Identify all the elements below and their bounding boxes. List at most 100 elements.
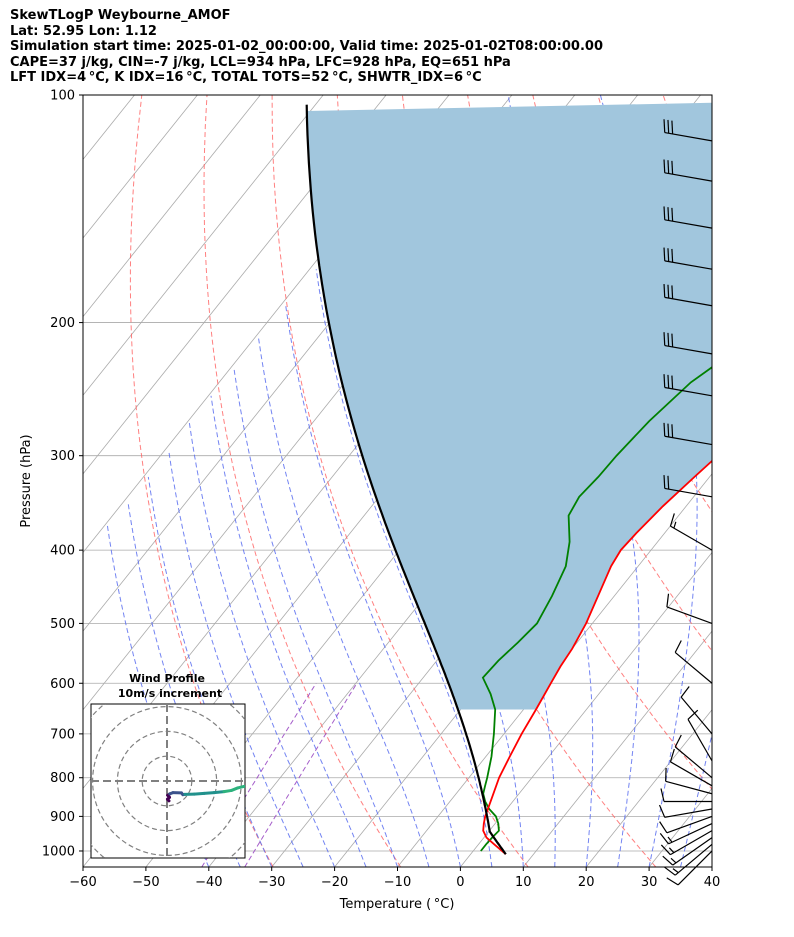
hodograph-title: Wind Profile [129,672,205,685]
isotherm-line [0,95,72,867]
barb-flag [674,640,682,653]
moist-adiabat [258,338,430,867]
isotherm-line [83,95,198,239]
moist-adiabat [315,269,493,867]
wind-barb [663,422,713,446]
wind-barb [665,767,713,795]
barb-flag [660,788,665,802]
moist-adiabat [168,450,304,867]
barb-staff [674,746,713,779]
moist-adiabat [233,368,398,867]
wind-barb [663,159,713,182]
x-tick-label: 20 [578,875,595,890]
x-tick-label: 40 [704,875,721,890]
barb-half-flag [668,847,675,854]
barb-staff [665,780,713,795]
barb-flag [663,475,666,489]
barb-half-flag [673,521,677,529]
wind-barb [664,843,713,876]
hodograph-segment [212,790,226,795]
barb-staff [670,830,713,856]
wind-barb [663,284,713,307]
location-line: Lat: 52.95 Lon: 1.12 [10,23,157,39]
dry-adiabat [129,95,274,867]
y-tick-label: 600 [50,677,75,692]
barb-flag [667,248,670,262]
barb-flag [659,821,668,834]
barb-staff [664,172,713,182]
barb-flag [663,119,666,133]
barb-staff [680,696,713,735]
y-tick-label: 200 [50,316,75,331]
wind-barb [680,686,713,735]
wind-barb [663,332,713,355]
barb-flag [671,375,674,389]
barb-flag [671,207,674,222]
x-tick-label: −40 [195,875,222,890]
barb-staff [674,843,713,876]
hodograph [90,703,246,859]
barb-staff [674,651,713,684]
barb-flag [666,593,670,608]
cape-shading [306,102,712,710]
barb-half-flag [667,836,673,843]
barb-staff [664,344,713,355]
dry-adiabat [728,95,794,867]
wind-barb [660,788,712,803]
wind-barb [663,119,713,142]
axes: −60 −50 −40 −30 −20 −10 0 10 20 30 40 100 200 300 400 5… [42,89,720,891]
barb-half-flag [672,868,679,874]
barb-staff [664,487,713,498]
isotherm-line [585,709,712,867]
x-tick-label: 30 [641,875,658,890]
wind-barb [687,709,713,762]
barb-flag [667,284,670,299]
y-tick-label: 400 [50,544,75,559]
wind-barb [662,837,713,866]
barb-flag [671,248,674,263]
barb-flag [667,160,670,174]
barb-flag [671,120,674,134]
barb-flag [669,513,675,527]
barb-flag [667,207,670,221]
isotherm-line [83,95,387,475]
barb-staff [664,260,713,270]
barb-flag [663,159,666,173]
y-tick-label: 900 [50,810,75,825]
indices-line-2: LFT IDX=4 °C, K IDX=16 °C, TOTAL TOTS=52… [10,70,482,86]
barb-flag [663,422,666,437]
barb-flag [667,374,670,389]
barb-flag [687,709,699,720]
dry-adiabat [203,95,402,867]
y-tick-label: 300 [50,449,75,464]
barb-flag [662,855,674,866]
hodograph-subtitle: 10m/s increment [118,687,222,700]
barb-flag [658,804,666,818]
barb-staff [664,131,713,142]
time-line: Simulation start time: 2025-01-02_00:00:… [10,39,603,55]
barb-staff [664,808,713,818]
y-tick-label: 700 [50,727,75,742]
wind-barb [663,374,713,397]
y-tick-label: 800 [50,771,75,786]
barb-flag [663,332,666,346]
hodograph-segment [192,791,206,796]
x-axis-label: Temperature ( °C) [339,897,455,912]
wind-barb [666,850,713,886]
x-tick-label: 0 [456,875,464,890]
wind-barb [659,815,713,834]
barb-staff [668,823,713,845]
barb-flag [663,247,666,261]
wind-barb [674,734,713,779]
wind-barb [669,513,713,551]
indices-line-1: CAPE=37 j/kg, CIN=-7 j/kg, LCL=934 hPa, … [10,54,511,70]
barb-staff [664,296,713,307]
barb-flag [667,423,670,437]
barb-staff [687,719,713,762]
barb-staff [666,815,713,834]
barb-flag [663,206,666,220]
barb-flag [669,748,675,763]
profile-lines [305,104,712,855]
barb-staff [672,837,713,866]
